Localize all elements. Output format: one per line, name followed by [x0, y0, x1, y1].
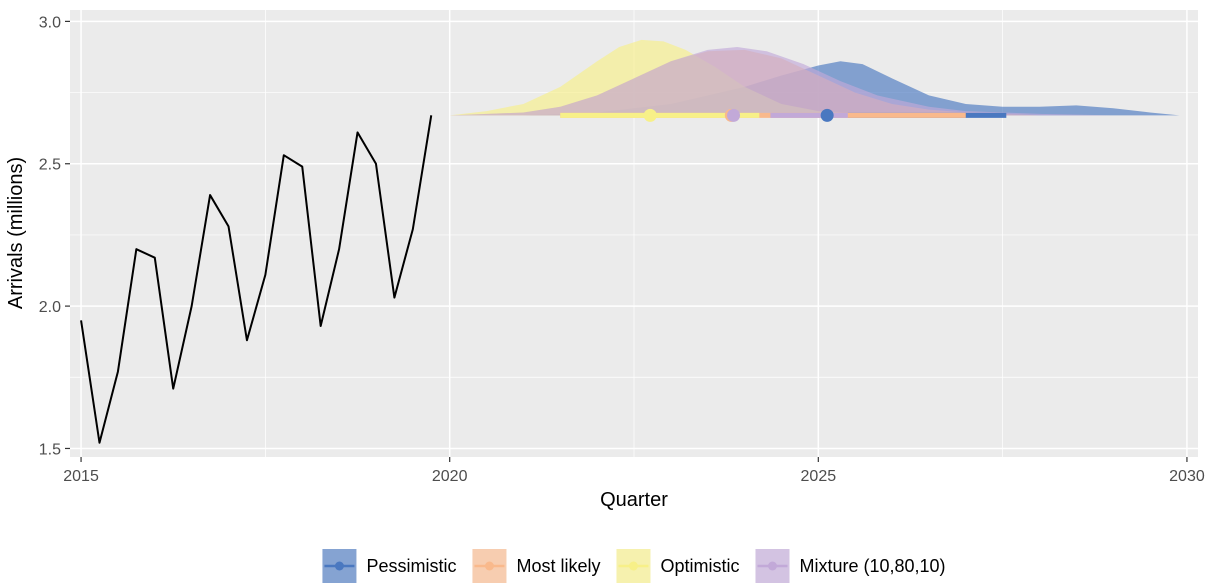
y-tick-label: 1.5	[39, 441, 61, 458]
x-axis-title: Quarter	[600, 489, 668, 511]
density-area-mixture-10-80-10	[449, 47, 1173, 116]
legend-key-point	[628, 561, 638, 571]
x-tick-label: 2020	[432, 468, 468, 485]
y-tick-label: 2.5	[39, 157, 61, 174]
y-axis-title: Arrivals (millions)	[5, 157, 27, 309]
x-axis: 2015 2020 2025 2030	[63, 457, 1205, 485]
legend-label: Pessimistic	[366, 556, 456, 576]
legend-label: Mixture (10,80,10)	[799, 556, 945, 576]
point-estimate-mixture-10-80-10	[727, 108, 741, 122]
density-areas	[449, 39, 1180, 116]
legend-item: Pessimistic	[322, 549, 456, 583]
history-line	[80, 115, 433, 444]
legend-label: Optimistic	[660, 556, 739, 576]
legend-key-point	[484, 561, 494, 571]
x-tick-label: 2030	[1169, 468, 1205, 485]
y-tick-label: 2.0	[39, 299, 61, 316]
point-estimate-optimistic	[643, 108, 657, 122]
point-estimate-pessimistic	[820, 108, 834, 122]
legend-item: Optimistic	[616, 549, 739, 583]
legend: Pessimistic Most likely Optimistic Mixture …	[322, 549, 946, 583]
history-series	[80, 115, 433, 444]
legend-key-point	[767, 561, 777, 571]
y-tick-label: 3.0	[39, 14, 61, 31]
x-tick-label: 2025	[801, 468, 837, 485]
legend-item: Mixture (10,80,10)	[755, 549, 946, 583]
point-estimates	[643, 108, 834, 122]
x-tick-label: 2015	[63, 468, 99, 485]
legend-label: Most likely	[516, 556, 600, 576]
legend-item: Most likely	[472, 549, 600, 583]
legend-key-point	[334, 561, 344, 571]
y-axis: 1.5 2.0 2.5 3.0	[39, 14, 70, 458]
